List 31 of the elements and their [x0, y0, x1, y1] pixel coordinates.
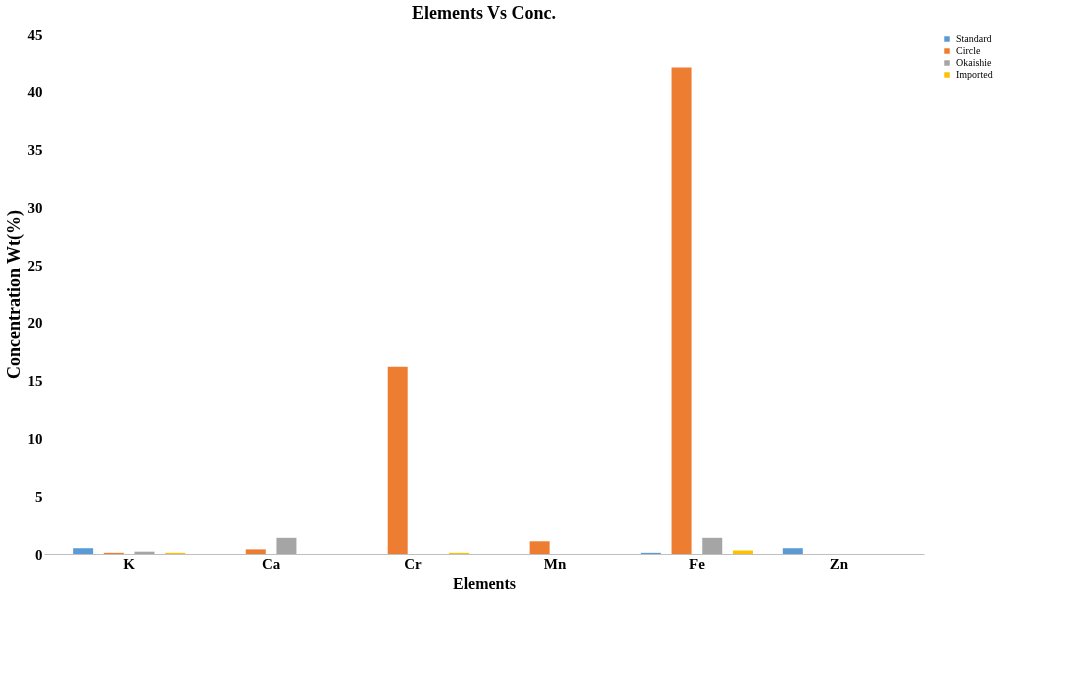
bar [73, 548, 94, 554]
y-tick-label: 10 [27, 430, 43, 447]
legend-label: Standard [956, 33, 992, 44]
chart-title: Elements Vs Conc. [411, 3, 557, 23]
y-tick-label: 40 [27, 84, 43, 101]
y-tick-label: 45 [27, 26, 43, 43]
y-axis-title: Concentration Wt(%) [3, 209, 25, 380]
x-tick-label: Cr [404, 555, 423, 572]
bar [529, 541, 550, 554]
y-tick-label: 0 [35, 546, 43, 563]
bar [671, 67, 692, 554]
x-tick-label: K [123, 555, 136, 572]
bar [387, 366, 408, 554]
x-tick-label: Mn [543, 555, 567, 572]
bar [782, 548, 803, 554]
x-tick-label: Ca [261, 555, 281, 572]
x-axis-title: Elements [452, 574, 517, 592]
x-tick-label: Zn [829, 555, 849, 572]
legend-label: Okaishie [956, 57, 993, 68]
x-tick-label: Fe [688, 555, 706, 572]
y-tick-label: 30 [27, 199, 43, 216]
y-tick-label: 35 [27, 142, 43, 159]
bar [245, 549, 266, 554]
y-tick-label: 20 [27, 315, 43, 332]
y-tick-label: 25 [27, 257, 43, 274]
y-tick-label: 5 [35, 488, 43, 505]
legend-label: Circle [956, 45, 981, 56]
legend-label: Imported [956, 69, 993, 80]
bar [276, 537, 297, 554]
y-tick-label: 15 [27, 373, 43, 390]
bar [702, 537, 723, 554]
